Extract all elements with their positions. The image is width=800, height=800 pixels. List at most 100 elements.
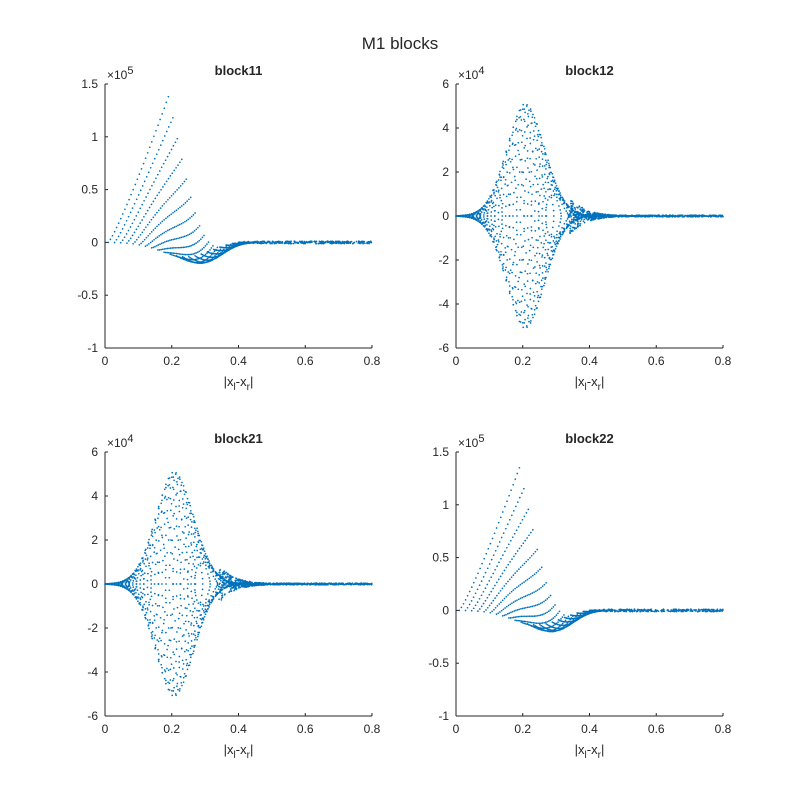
data-point (160, 511, 163, 514)
data-point (560, 215, 563, 217)
data-point (193, 243, 196, 245)
data-point (180, 236, 183, 239)
data-point (163, 107, 166, 110)
data-point (187, 642, 190, 644)
data-point (226, 572, 229, 575)
data-point (204, 261, 207, 264)
data-point (186, 253, 188, 256)
data-point (136, 576, 139, 579)
data-point (516, 118, 518, 121)
data-point (569, 225, 572, 227)
data-point (505, 224, 507, 227)
data-point (142, 609, 144, 611)
data-point (154, 573, 156, 576)
data-point (161, 534, 163, 537)
data-point (187, 218, 190, 221)
data-point (562, 202, 565, 205)
data-point (530, 200, 533, 203)
y-tick-label: 1 (91, 130, 98, 144)
data-point (526, 137, 528, 140)
data-point (156, 639, 159, 641)
data-point (216, 584, 219, 587)
data-point (548, 263, 550, 266)
data-point (571, 200, 574, 203)
data-point (182, 681, 185, 684)
data-point (176, 673, 178, 676)
data-point (230, 582, 233, 585)
data-point (170, 476, 173, 479)
data-point (194, 531, 197, 534)
data-point (511, 134, 514, 137)
data-point (169, 487, 172, 489)
data-point (126, 242, 128, 244)
data-point (221, 573, 223, 576)
data-point (659, 215, 662, 218)
data-point (493, 193, 495, 195)
data-point (550, 196, 553, 199)
data-point (570, 207, 573, 209)
data-point (523, 108, 526, 110)
data-point (168, 152, 171, 154)
data-point (225, 581, 228, 583)
data-point (550, 194, 553, 197)
data-point (163, 677, 166, 680)
data-point (196, 609, 198, 612)
data-point (495, 245, 498, 248)
data-point (156, 561, 159, 564)
data-point (526, 280, 529, 282)
data-point (174, 141, 177, 144)
data-point (238, 581, 240, 584)
data-point (189, 653, 191, 656)
data-point (176, 559, 179, 562)
data-point (181, 635, 184, 637)
data-point (255, 583, 258, 585)
data-point (486, 200, 489, 202)
data-point (220, 246, 223, 249)
data-point (151, 621, 154, 624)
data-point (572, 202, 574, 205)
data-point (502, 262, 505, 265)
x-tick-label: 0 (102, 354, 109, 368)
data-point (127, 215, 130, 218)
data-point (215, 592, 218, 594)
data-point (163, 669, 166, 671)
data-point (570, 220, 573, 223)
data-point (508, 258, 511, 260)
data-point (135, 238, 138, 241)
data-point (214, 595, 217, 598)
data-point (146, 547, 149, 549)
data-point (545, 223, 548, 226)
data-point (490, 196, 493, 199)
data-point (508, 292, 511, 295)
data-point (131, 207, 134, 209)
data-point (176, 137, 179, 140)
data-point (289, 583, 292, 586)
data-point (572, 214, 575, 217)
data-point (232, 583, 235, 586)
data-point (199, 564, 202, 567)
data-point (156, 552, 158, 555)
data-point (512, 263, 514, 266)
data-point (487, 208, 490, 211)
data-point (482, 221, 485, 224)
data-point (190, 544, 193, 546)
data-point (510, 248, 513, 251)
data-point (267, 583, 269, 586)
data-point (476, 217, 479, 219)
data-point (206, 555, 208, 558)
data-point (175, 525, 178, 528)
data-point (180, 205, 183, 207)
data-point (484, 224, 487, 227)
data-point (175, 209, 178, 212)
data-point (543, 282, 546, 285)
data-point (583, 218, 586, 221)
data-point (490, 215, 492, 217)
x-tick-label: 0 (453, 354, 460, 368)
data-point (588, 214, 591, 217)
data-point (583, 208, 585, 211)
data-point (534, 254, 536, 257)
data-point (157, 626, 160, 628)
data-point (175, 640, 178, 643)
data-point (221, 594, 223, 597)
